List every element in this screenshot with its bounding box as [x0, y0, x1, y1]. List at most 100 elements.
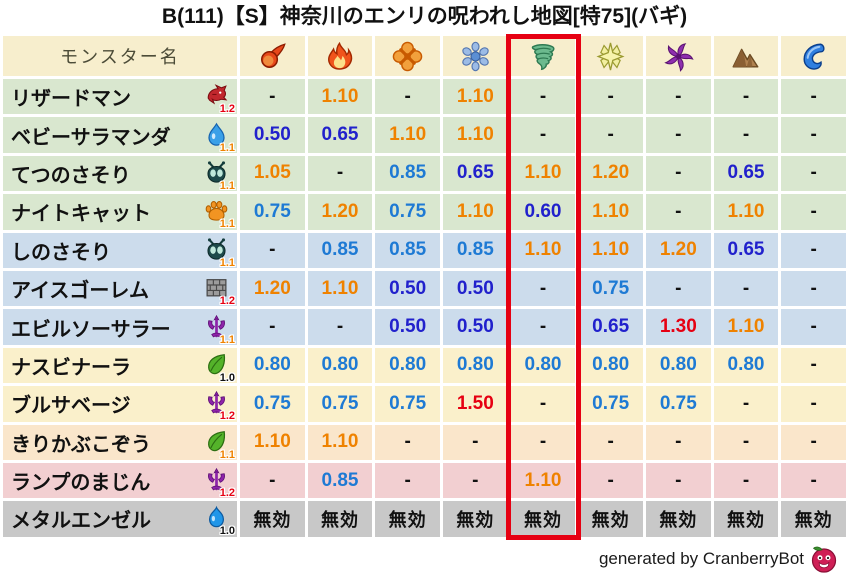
family-modifier: 1.1: [219, 448, 235, 460]
multiplier-cell: 0.80: [510, 347, 576, 384]
multiplier-cell: -: [240, 309, 305, 345]
multiplier-cell: -: [510, 386, 576, 422]
multiplier-cell: -: [578, 79, 643, 115]
multiplier-cell: -: [240, 232, 305, 268]
monster-name: ナスビナーラ: [11, 356, 131, 379]
multiplier-cell: 無効: [307, 501, 373, 537]
wave-icon: [798, 41, 829, 72]
multiplier-cell: 0.80: [307, 347, 373, 384]
multiplier-cell: -: [713, 117, 779, 153]
multiplier-cell: 1.10: [442, 194, 508, 230]
multiplier-cell: 1.10: [713, 309, 779, 345]
multiplier-cell: 1.10: [442, 117, 508, 153]
family-modifier: 1.1: [219, 218, 235, 230]
multiplier-cell: -: [510, 117, 576, 153]
multiplier-cell: 0.65: [713, 232, 779, 268]
multiplier-cell: 0.85: [375, 232, 440, 268]
multiplier-cell: 0.65: [307, 117, 373, 153]
multiplier-cell: -: [510, 309, 576, 345]
monster-row-name: しのさそり 1.1: [3, 232, 237, 268]
family-modifier: 1.2: [219, 295, 235, 307]
flame-icon: [324, 41, 355, 72]
multiplier-cell: 0.75: [645, 386, 711, 422]
multiplier-cell: -: [307, 309, 373, 345]
multiplier-cell: -: [781, 347, 846, 384]
multiplier-cell: 1.10: [578, 232, 643, 268]
footer: generated by CranberryBot: [0, 537, 849, 581]
multiplier-cell: -: [645, 155, 711, 192]
multiplier-cell: -: [645, 462, 711, 499]
page-title: B(111)【S】神奈川のエンリの呪われし地図[特75](バギ): [161, 5, 688, 28]
element-column-header: [578, 36, 643, 76]
multiplier-cell: 0.50: [240, 117, 305, 153]
multiplier-cell: -: [781, 232, 846, 268]
multiplier-cell: 1.10: [578, 194, 643, 230]
snowflake-icon: [460, 41, 491, 72]
multiplier-cell: -: [781, 117, 846, 153]
waterdrop-icon: 1.1: [204, 122, 235, 153]
dragon-icon: 1.2: [204, 83, 235, 114]
paw-icon: 1.1: [204, 198, 235, 230]
monster-name: アイスゴーレム: [11, 280, 149, 303]
multiplier-cell: 0.80: [240, 347, 305, 384]
fireball-icon: [257, 41, 288, 72]
monster-row-name: リザードマン 1.2: [3, 79, 237, 115]
multiplier-cell: -: [713, 424, 779, 460]
cranberry-bot-icon: [809, 544, 839, 574]
multiplier-cell: 0.65: [578, 309, 643, 345]
multiplier-cell: 無効: [713, 501, 779, 537]
element-column-header: [375, 36, 440, 76]
family-modifier: 1.0: [219, 371, 235, 384]
multiplier-cell: 無効: [645, 501, 711, 537]
monster-row-name: ベビーサラマンダ 1.1: [3, 117, 237, 153]
multiplier-cell: 0.75: [578, 386, 643, 422]
multiplier-cell: -: [645, 194, 711, 230]
multiplier-cell: -: [781, 79, 846, 115]
family-modifier: 1.1: [219, 256, 235, 268]
monster-name: ブルサベージ: [11, 395, 131, 418]
multiplier-cell: 無効: [510, 501, 576, 537]
sparkle-icon: [595, 41, 626, 72]
family-modifier: 1.2: [219, 487, 235, 499]
multiplier-cell: 0.60: [510, 194, 576, 230]
multiplier-cell: 0.75: [240, 386, 305, 422]
monster-name: リザードマン: [11, 88, 131, 111]
multiplier-cell: -: [781, 270, 846, 307]
multiplier-cell: 1.10: [510, 155, 576, 192]
multiplier-cell: 0.75: [240, 194, 305, 230]
element-column-header: [442, 36, 508, 76]
burst-icon: [392, 41, 423, 72]
multiplier-cell: -: [781, 194, 846, 230]
multiplier-cell: -: [645, 424, 711, 460]
multiplier-cell: -: [510, 270, 576, 307]
multiplier-cell: 1.10: [713, 194, 779, 230]
monster-row-name: ナイトキャット 1.1: [3, 194, 237, 230]
multiplier-cell: -: [240, 462, 305, 499]
monster-row-name: メタルエンゼル 1.0: [3, 501, 237, 537]
family-modifier: 1.0: [219, 525, 235, 537]
multiplier-cell: 0.85: [375, 155, 440, 192]
multiplier-cell: -: [781, 155, 846, 192]
multiplier-cell: 0.50: [375, 270, 440, 307]
multiplier-cell: -: [578, 424, 643, 460]
element-column-header: [510, 36, 576, 76]
multiplier-cell: 0.80: [442, 347, 508, 384]
multiplier-cell: -: [713, 79, 779, 115]
multiplier-cell: 1.10: [307, 424, 373, 460]
monster-row-name: アイスゴーレム 1.2: [3, 270, 237, 307]
family-modifier: 1.2: [219, 103, 235, 115]
monster-name: きりかぶこぞう: [11, 433, 151, 456]
tornado-icon: [527, 41, 558, 72]
monster-name: ランプのまじん: [11, 472, 151, 495]
multiplier-cell: -: [375, 424, 440, 460]
element-column-header: [781, 36, 846, 76]
family-modifier: 1.1: [219, 333, 235, 345]
element-column-header: [307, 36, 373, 76]
monster-name: ベビーサラマンダ: [11, 126, 171, 149]
multiplier-cell: 1.20: [645, 232, 711, 268]
multiplier-cell: 0.80: [375, 347, 440, 384]
multiplier-cell: 1.10: [442, 79, 508, 115]
monster-row-name: てつのさそり 1.1: [3, 155, 237, 192]
monster-row-name: エビルソーサラー 1.1: [3, 309, 237, 345]
